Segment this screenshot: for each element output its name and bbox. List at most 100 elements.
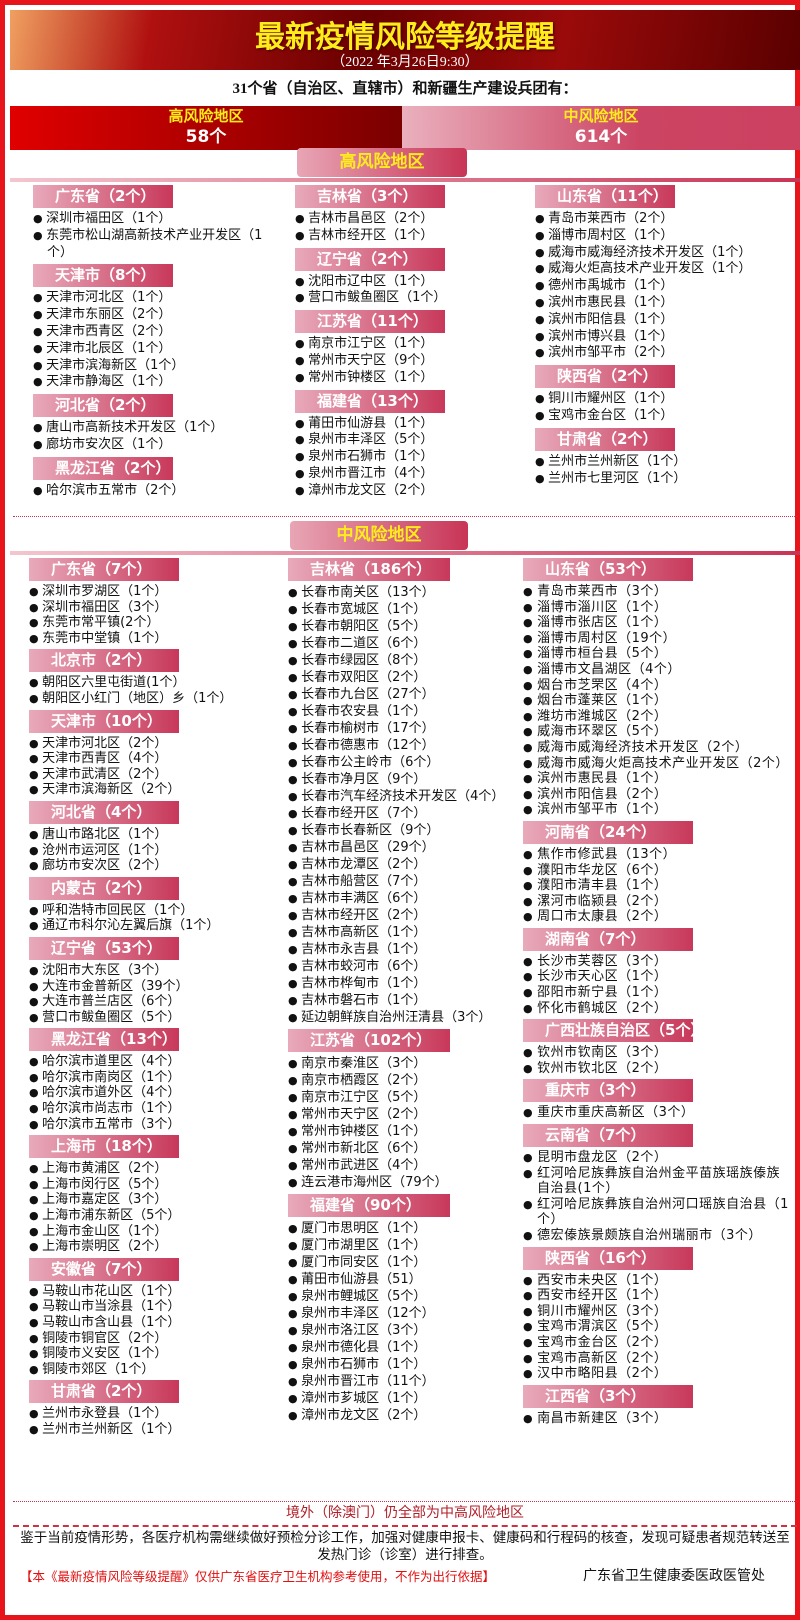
- province-header: 河北省（4个）: [29, 800, 179, 824]
- list-item: 南京市栖霞区（2个）: [288, 1072, 523, 1089]
- list-item: 兰州市兰州新区（1个）: [535, 454, 797, 471]
- list-item: 沈阳市大东区（3个）: [29, 963, 279, 979]
- dashed-divider: [13, 1525, 797, 1527]
- list-item: 长春市长春新区（9个）: [288, 822, 523, 839]
- list-item: 哈尔滨市五常市（3个）: [29, 1117, 279, 1133]
- list-item: 长春市汽车经济技术开发区（4个）: [288, 788, 523, 805]
- list-item: 深圳市罗湖区（1个）: [29, 584, 279, 600]
- list-item: 漳州市龙文区（2个）: [288, 1407, 523, 1424]
- list-item: 长春市宽城区（1个）: [288, 601, 523, 618]
- list-item: 烟台市芝罘区（4个）: [523, 678, 791, 694]
- list-item: 上海市黄浦区（2个）: [29, 1161, 279, 1177]
- list-item: 唐山市路北区（1个）: [29, 827, 279, 843]
- list-item: 铜陵市铜官区（2个）: [29, 1331, 279, 1347]
- list-item: 长沙市芙蓉区（3个）: [523, 954, 791, 970]
- list-item: 宝鸡市高新区（2个）: [523, 1351, 791, 1367]
- list-item: 莆田市仙游县（51）: [288, 1271, 523, 1288]
- list-item: 廊坊市安次区（2个）: [29, 858, 279, 874]
- list-item: 朝阳区六里屯街道(1个）: [29, 675, 279, 691]
- intro-text: 31个省（自治区、直辖市）和新疆生产建设兵团有：: [232, 81, 578, 97]
- list-item: 长春市九台区（27个）: [288, 686, 523, 703]
- province-header: 广东省（2个）: [33, 185, 173, 208]
- list-item: 厦门市湖里区（1个）: [288, 1237, 523, 1254]
- list-item: 沈阳市辽中区（1个）: [295, 274, 535, 291]
- list-item: 泉州市石狮市（1个）: [295, 449, 535, 466]
- list-item: 哈尔滨市五常市（2个）: [33, 483, 265, 500]
- list-item: 马鞍山市含山县（1个）: [29, 1315, 279, 1331]
- high-risk-summary: 高风险地区 58个: [10, 106, 402, 150]
- list-item: 长春市双阳区（2个）: [288, 669, 523, 686]
- list-item: 红河哈尼族彝族自治州河口瑶族自治县（1个）: [523, 1197, 791, 1228]
- list-item: 德宏傣族景颇族自治州瑞丽市（3个）: [523, 1228, 791, 1244]
- list-item: 连云港市海州区（79个）: [288, 1174, 523, 1191]
- list-item: 常州市天宁区（9个）: [295, 353, 535, 370]
- high-risk-label: 高风险地区: [168, 107, 244, 125]
- list-item: 泉州市鲤城区（5个）: [288, 1288, 523, 1305]
- province-header: 广东省（7个）: [29, 558, 179, 581]
- list-item: 周口市太康县（2个）: [523, 909, 791, 925]
- province-header: 辽宁省（2个）: [295, 247, 445, 271]
- province-header: 安徽省（7个）: [29, 1257, 179, 1281]
- list-item: 厦门市同安区（1个）: [288, 1254, 523, 1271]
- list-item: 烟台市蓬莱区（1个）: [523, 693, 791, 709]
- list-item: 沧州市运河区（1个）: [29, 843, 279, 859]
- list-item: 潍坊市潍城区（2个）: [523, 709, 791, 725]
- province-header: 吉林省（3个）: [295, 185, 445, 208]
- province-header: 天津市（8个）: [33, 264, 173, 288]
- province-header: 江苏省（102个）: [288, 1029, 450, 1052]
- list-item: 焦作市修武县（13个）: [523, 847, 791, 863]
- list-item: 吉林市高新区（1个）: [288, 924, 523, 941]
- province-header: 甘肃省（2个）: [29, 1380, 179, 1404]
- advice-paragraph: 鉴于当前疫情形势，各医疗机构需继续做好预检分诊工作，加强对健康申报卡、健康码和行…: [20, 1530, 790, 1563]
- list-item: 天津市河北区（1个）: [33, 290, 265, 307]
- province-header: 黑龙江省（2个）: [33, 456, 173, 480]
- list-item: 天津市北辰区（1个）: [33, 341, 265, 358]
- list-item: 青岛市莱西市（3个）: [523, 584, 791, 600]
- list-item: 南京市秦淮区（3个）: [288, 1055, 523, 1072]
- list-item: 常州市钟楼区（1个）: [295, 370, 535, 387]
- list-item: 上海市崇明区（2个）: [29, 1239, 279, 1255]
- province-header: 内蒙古（2个）: [29, 876, 179, 900]
- list-item: 长春市绿园区（8个）: [288, 652, 523, 669]
- list-item: 淄博市周村区（1个）: [535, 228, 797, 245]
- province-header: 福建省（90个）: [288, 1194, 450, 1217]
- list-item: 重庆市重庆高新区（3个）: [523, 1105, 791, 1121]
- list-item: 东莞市松山湖高新技术产业开发区（1个）: [33, 228, 265, 262]
- list-item: 吉林市磐石市（1个）: [288, 992, 523, 1009]
- list-item: 漳州市龙文区（2个）: [295, 483, 535, 500]
- list-item: 滨州市阳信县（1个）: [535, 312, 797, 329]
- mid-risk-column: 广东省（7个） 深圳市罗湖区（1个）深圳市福田区（3个）东莞市常平镇(2个）东莞市…: [29, 555, 279, 1438]
- list-item: 兰州市兰州新区（1个）: [29, 1422, 279, 1438]
- list-item: 吉林市昌邑区（29个）: [288, 839, 523, 856]
- province-header: 山东省（11个）: [535, 185, 675, 208]
- list-item: 天津市静海区（1个）: [33, 374, 265, 391]
- list-item: 淄博市淄川区（1个）: [523, 600, 791, 616]
- list-item: 钦州市钦北区（2个）: [523, 1061, 791, 1077]
- list-item: 长春市朝阳区（5个）: [288, 618, 523, 635]
- list-item: 天津市东丽区（2个）: [33, 307, 265, 324]
- list-item: 宝鸡市金台区（1个）: [535, 408, 797, 425]
- province-header: 吉林省（186个）: [288, 558, 450, 581]
- list-item: 漯河市临颍县（2个）: [523, 894, 791, 910]
- list-item: 哈尔滨市道里区（4个）: [29, 1054, 279, 1070]
- list-item: 滨州市邹平市（1个）: [523, 802, 791, 818]
- list-item: 泉州市德化县（1个）: [288, 1339, 523, 1356]
- list-item: 朝阳区小红门（地区）乡（1个）: [29, 691, 279, 707]
- list-item: 马鞍山市当涂县（1个）: [29, 1299, 279, 1315]
- list-item: 西安市经开区（1个）: [523, 1288, 791, 1304]
- list-item: 延边朝鲜族自治州汪清县（3个）: [288, 1009, 523, 1026]
- list-item: 吉林市龙潭区（2个）: [288, 856, 523, 873]
- update-time: （2022 年3月26日9:30）: [331, 55, 479, 70]
- list-item: 滨州市邹平市（2个）: [535, 345, 797, 362]
- mid-risk-summary: 中风险地区 614个: [402, 106, 800, 150]
- list-item: 铜川市耀州区（3个）: [523, 1304, 791, 1320]
- list-item: 铜陵市郊区（1个）: [29, 1362, 279, 1378]
- list-item: 东莞市常平镇(2个）: [29, 615, 279, 631]
- list-item: 哈尔滨市南岗区（1个）: [29, 1070, 279, 1086]
- list-item: 长春市德惠市（12个）: [288, 737, 523, 754]
- list-item: 青岛市莱西市（2个）: [535, 211, 797, 228]
- list-item: 吉林市丰满区（6个）: [288, 890, 523, 907]
- list-item: 天津市河北区（2个）: [29, 736, 279, 752]
- mid-risk-column: 山东省（53个）青岛市莱西市（3个）淄博市淄川区（1个）淄博市张店区（1个）淄博…: [523, 555, 791, 1426]
- province-header: 河北省（2个）: [33, 394, 173, 418]
